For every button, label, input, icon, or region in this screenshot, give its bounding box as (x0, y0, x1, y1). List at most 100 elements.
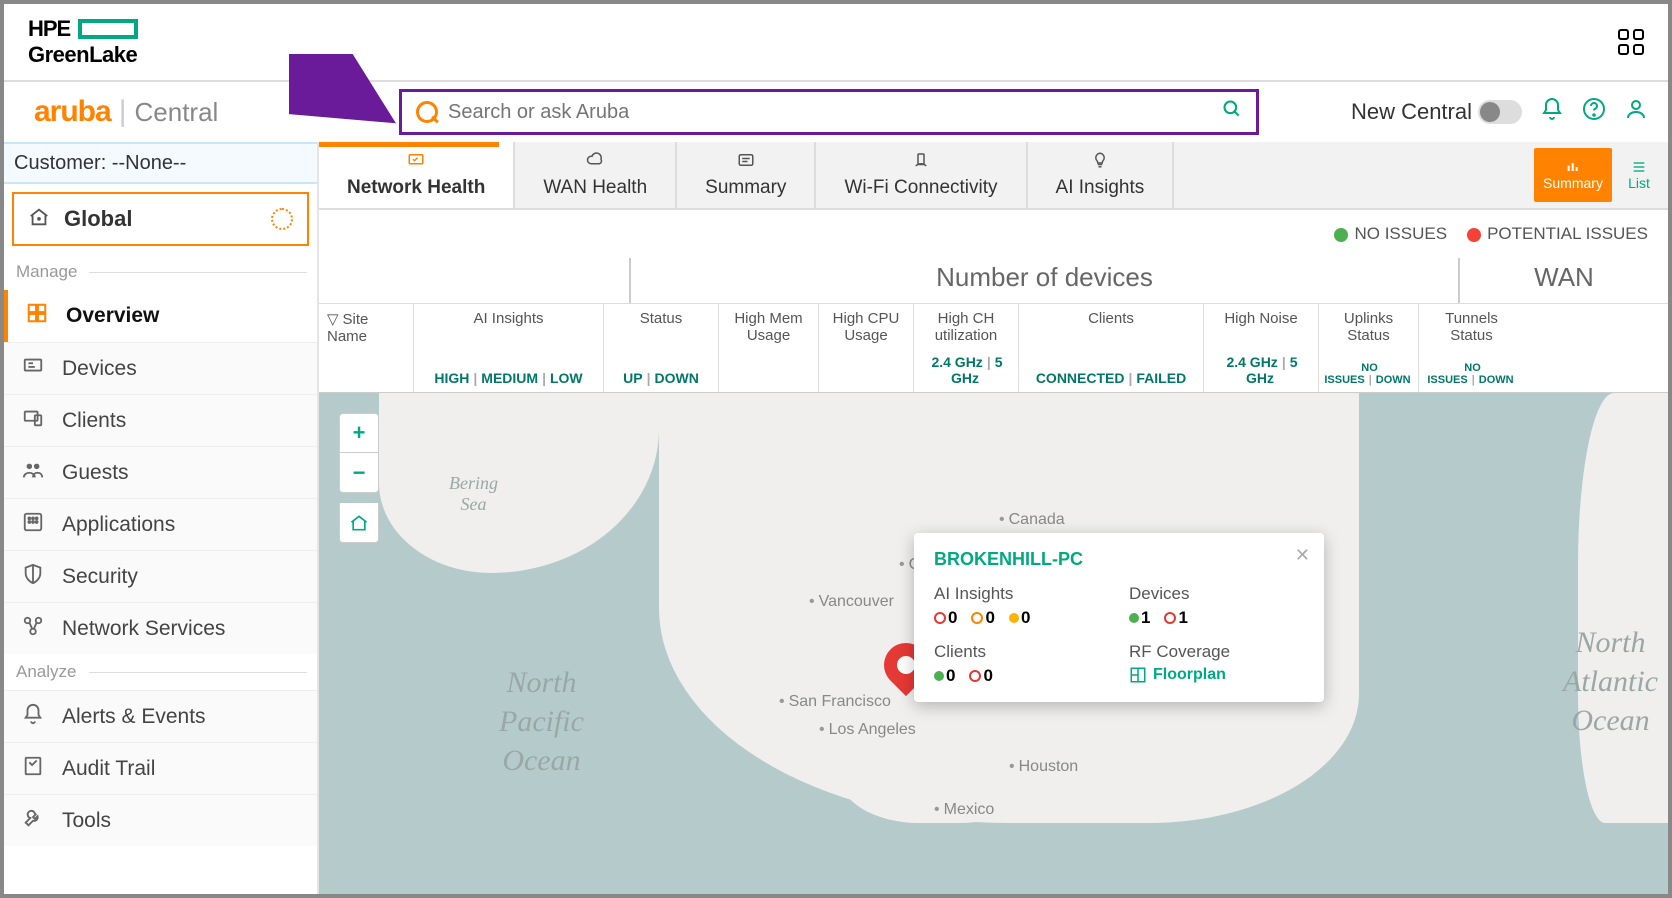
sidebar-item-alerts[interactable]: Alerts & Events (4, 690, 317, 742)
legend-potential: POTENTIAL ISSUES (1467, 224, 1648, 244)
map-home-button[interactable] (339, 503, 379, 543)
col-clients[interactable]: Clients (1023, 310, 1199, 327)
sidebar: Customer: --None-- Global Manage Overvie… (4, 142, 319, 894)
popup-close-icon[interactable]: ✕ (1295, 545, 1310, 566)
sidebar-item-guests[interactable]: Guests (4, 446, 317, 498)
sidebar-label-alerts: Alerts & Events (62, 705, 206, 729)
col-ch[interactable]: High CH utilization (918, 310, 1014, 344)
bell-icon (20, 703, 46, 731)
apps-icon (20, 511, 46, 539)
sidebar-label-overview: Overview (66, 304, 159, 328)
sidebar-label-clients: Clients (62, 409, 126, 433)
sidebar-item-applications[interactable]: Applications (4, 498, 317, 550)
wifi-icon (910, 151, 932, 175)
hpe-logo: HPE GreenLake (28, 16, 138, 68)
app-switcher-icon[interactable] (1618, 29, 1644, 55)
search-icon[interactable] (1222, 99, 1242, 125)
col-status[interactable]: Status (608, 310, 714, 327)
column-headers: ▽Site Name AI Insights HIGH|MEDIUM|LOW S… (319, 304, 1668, 393)
overview-icon (24, 302, 50, 330)
tab-network-health[interactable]: Network Health (319, 142, 515, 208)
network-services-icon (20, 615, 46, 643)
popup-devices: Devices 1 1 (1129, 584, 1304, 628)
scope-label: Global (64, 206, 132, 232)
col-tunnels[interactable]: Tunnels Status (1423, 310, 1520, 344)
column-group-row: Number of devices WAN (319, 258, 1668, 304)
new-central-toggle[interactable]: New Central (1351, 99, 1522, 125)
customer-selector[interactable]: Customer: --None-- (4, 142, 317, 184)
hpe-header: HPE GreenLake (4, 4, 1668, 82)
toggle-switch-icon[interactable] (1478, 100, 1522, 124)
scope-selector[interactable]: Global (12, 192, 309, 246)
col-uplinks[interactable]: Uplinks Status (1323, 310, 1414, 344)
tab-ai-insights[interactable]: AI Insights (1028, 142, 1175, 208)
scope-loading-icon (271, 208, 293, 230)
search-box[interactable] (399, 89, 1259, 135)
guests-icon (20, 459, 46, 487)
view-list-button[interactable]: List (1618, 148, 1660, 202)
aruba-sub-text: Central (135, 97, 219, 128)
aruba-brand: aruba | Central (4, 82, 319, 142)
label-bering: Bering Sea (449, 473, 498, 515)
main-area: Customer: --None-- Global Manage Overvie… (4, 142, 1668, 894)
sidebar-item-security[interactable]: Security (4, 550, 317, 602)
sidebar-label-security: Security (62, 565, 138, 589)
col-mem[interactable]: High Mem Usage (723, 310, 814, 344)
sidebar-label-applications: Applications (62, 513, 175, 537)
tab-wifi[interactable]: Wi-Fi Connectivity (816, 142, 1027, 208)
search-input[interactable] (448, 101, 1222, 124)
label-la: Los Angeles (819, 721, 916, 739)
help-icon[interactable] (1582, 97, 1606, 128)
label-vancouver: Vancouver (809, 593, 894, 611)
section-manage: Manage (4, 254, 317, 290)
sidebar-item-audit[interactable]: Audit Trail (4, 742, 317, 794)
zoom-out-button[interactable]: − (339, 453, 379, 493)
sidebar-item-network-services[interactable]: Network Services (4, 602, 317, 654)
map-view[interactable]: + − Bering Sea North Pacific Ocean North… (319, 393, 1668, 894)
scope-icon (28, 206, 50, 233)
sidebar-item-devices[interactable]: Devices (4, 342, 317, 394)
sidebar-label-tools: Tools (62, 809, 111, 833)
sidebar-item-overview[interactable]: Overview (4, 290, 317, 342)
aruba-header: aruba | Central New Central (4, 82, 1668, 142)
sidebar-label-guests: Guests (62, 461, 129, 485)
cloud-icon (584, 151, 606, 175)
tab-label-ai: AI Insights (1056, 177, 1145, 199)
popup-rf: RF Coverage Floorplan (1129, 642, 1304, 686)
label-npacific: North Pacific Ocean (499, 663, 584, 780)
user-icon[interactable] (1624, 97, 1648, 128)
tab-label-wan-health: WAN Health (543, 177, 647, 199)
popup-ai: AI Insights 0 0 0 (934, 584, 1109, 628)
col-ai[interactable]: AI Insights (418, 310, 599, 327)
sidebar-label-devices: Devices (62, 357, 137, 381)
shield-icon (20, 563, 46, 591)
popup-clients: Clients 0 0 (934, 642, 1109, 686)
col-noise[interactable]: High Noise (1208, 310, 1314, 327)
view-summary-button[interactable]: Summary (1534, 148, 1612, 202)
legend-row: NO ISSUES POTENTIAL ISSUES (319, 210, 1668, 258)
filter-icon[interactable]: ▽ (327, 311, 339, 328)
tab-wan-health[interactable]: WAN Health (515, 142, 677, 208)
devices-icon (20, 355, 46, 383)
sidebar-label-network-services: Network Services (62, 617, 225, 641)
zoom-in-button[interactable]: + (339, 413, 379, 453)
content-area: Network Health WAN Health Summary Wi-Fi … (319, 142, 1668, 894)
label-houston: Houston (1009, 758, 1078, 776)
view-summary-label: Summary (1543, 175, 1603, 191)
view-list-label: List (1628, 175, 1650, 191)
col-cpu[interactable]: High CPU Usage (823, 310, 909, 344)
label-sf: San Francisco (779, 693, 891, 711)
active-tab-indicator (319, 142, 499, 147)
floorplan-link[interactable]: Floorplan (1129, 666, 1304, 684)
group-wan: WAN (1458, 258, 1668, 303)
group-devices: Number of devices (629, 258, 1458, 303)
tools-icon (20, 807, 46, 835)
sidebar-item-clients[interactable]: Clients (4, 394, 317, 446)
sidebar-item-tools[interactable]: Tools (4, 794, 317, 846)
tab-summary[interactable]: Summary (677, 142, 816, 208)
hpe-brand-text: HPE (28, 16, 70, 42)
greenlake-text: GreenLake (28, 42, 138, 68)
notifications-icon[interactable] (1540, 97, 1564, 128)
tab-label-network-health: Network Health (347, 177, 485, 199)
aruba-logo-text: aruba (34, 95, 111, 129)
